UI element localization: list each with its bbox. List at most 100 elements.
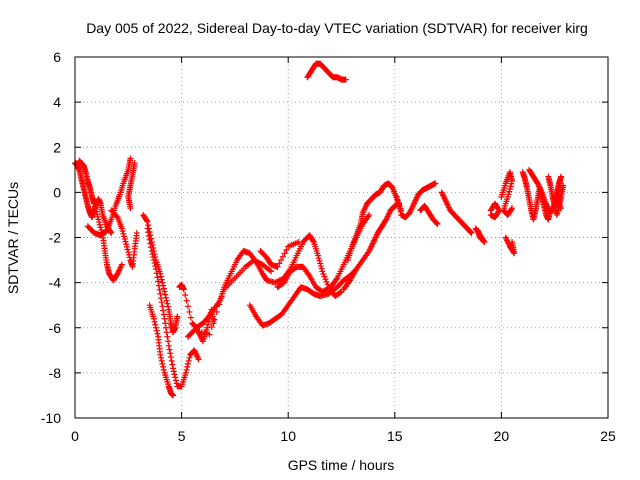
data-point-n [279,253,286,260]
data-point-i [323,278,330,285]
data-point-g [150,254,157,261]
data-point-g [153,266,160,273]
x-tick-label: 20 [494,428,510,444]
chart-title: Day 005 of 2022, Sidereal Day-to-day VTE… [86,20,588,36]
data-point-g [170,365,177,372]
data-point-g [167,354,174,361]
data-point-i [317,263,324,270]
y-tick-label: -6 [49,320,62,336]
data-point-g [162,320,169,327]
data-point-g [147,240,154,247]
data-point-i [315,255,322,262]
data-point-a [108,229,115,236]
data-point-f [158,276,165,283]
data-point-w [508,206,515,213]
data-point-j [204,324,211,331]
data-points [72,60,567,399]
data-point-m [366,211,373,218]
data-point-f [163,297,170,304]
data-point-h [157,354,164,361]
data-point-i [187,314,194,321]
data-point-g [182,369,189,376]
data-point-b [96,221,103,228]
data-point-f [174,313,181,320]
data-point-w [509,205,516,212]
data-point-f [165,303,172,310]
data-point-g [165,338,172,345]
data-point-b [93,208,100,215]
y-tick-label: -8 [49,365,62,381]
y-axis-label: SDTVAR / TECUs [5,182,21,294]
data-point-d [133,229,140,236]
data-point-b [118,261,125,268]
data-point-g [172,377,179,384]
y-tick-label: -4 [49,275,62,291]
data-point-b [91,200,98,207]
data-point-k [206,331,213,338]
data-point-g [161,315,168,322]
data-point-h [153,327,160,334]
data-point-d [113,213,120,220]
data-point-i [183,297,190,304]
data-point-h [153,324,160,331]
data-point-b [96,219,103,226]
data-point-g [144,225,151,232]
y-tick-label: 4 [53,94,61,110]
data-point-b [92,205,99,212]
y-tick-label: -2 [49,230,62,246]
data-point-j [205,318,212,325]
y-tick-label: 6 [53,49,61,65]
data-point-g [157,295,164,302]
data-point-o [342,76,349,83]
data-point-k [208,323,215,330]
data-point-x [509,239,516,246]
data-point-n [281,250,288,257]
data-point-s [434,220,441,227]
data-point-g [173,380,180,387]
data-point-j [204,321,211,328]
data-point-i [321,273,328,280]
data-point-i [310,237,317,244]
data-point-g [169,361,176,368]
data-point-i [184,303,191,310]
data-point-n [276,260,283,267]
data-point-g [183,366,190,373]
data-point-g [170,368,177,375]
data-point-g [164,333,171,340]
data-point-aa [560,182,567,189]
data-point-d [125,249,132,256]
data-point-g [154,274,161,281]
data-point-g [157,290,164,297]
data-point-k [211,316,218,323]
data-point-i [318,265,325,272]
data-point-h [160,363,167,370]
data-point-r [393,193,400,200]
data-point-g [160,307,167,314]
data-point-b [97,224,104,231]
x-tick-label: 15 [387,428,403,444]
data-point-f [162,291,169,298]
data-point-g [146,236,153,243]
data-point-n [278,257,285,264]
data-point-i [315,252,322,259]
data-point-g [156,286,163,293]
data-point-f [164,300,171,307]
data-point-g [167,350,174,357]
data-point-d [118,225,125,232]
data-point-s [433,220,440,227]
data-point-i [322,276,329,283]
data-point-r [432,180,439,187]
data-point-t [467,229,474,236]
x-tick-label: 5 [178,428,186,444]
data-point-g [151,260,158,267]
x-tick-label: 25 [600,428,616,444]
data-point-f [157,273,164,280]
data-point-i [182,292,189,299]
plot-frame [74,56,609,419]
data-point-k [213,308,220,315]
data-point-g [145,232,152,239]
data-point-i [180,286,187,293]
data-point-t [468,229,475,236]
data-point-g [150,257,157,264]
